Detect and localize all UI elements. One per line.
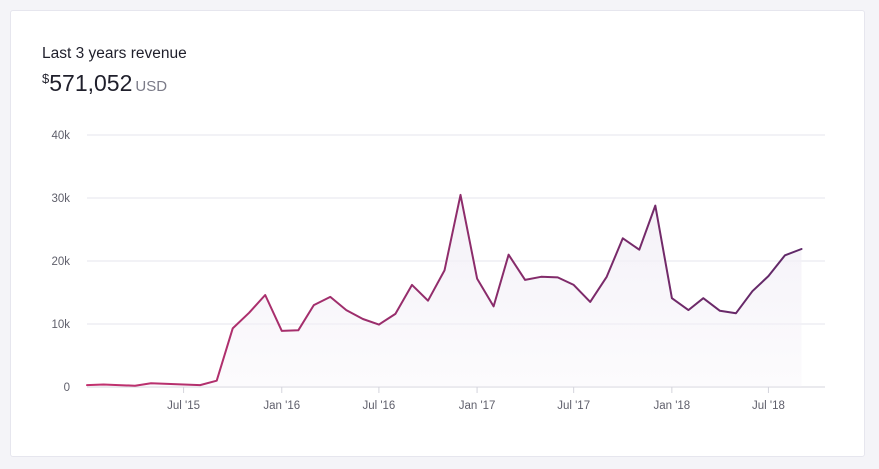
y-axis: 0 10k 20k 30k 40k xyxy=(51,130,70,394)
card-title: Last 3 years revenue xyxy=(42,45,187,62)
x-tick-label: Jul '16 xyxy=(362,400,395,412)
line-layer xyxy=(86,193,803,387)
revenue-total: $571,052 USD xyxy=(42,70,167,97)
x-tick-label: Jul '15 xyxy=(167,400,200,412)
currency-code: USD xyxy=(135,78,168,95)
x-tick-label: Jan '17 xyxy=(459,400,496,412)
x-tick-label: Jan '18 xyxy=(653,400,690,412)
currency-symbol: $ xyxy=(42,71,50,86)
y-tick-label: 40k xyxy=(51,130,70,142)
x-tick-label: Jul '18 xyxy=(752,400,785,412)
area-layer xyxy=(87,194,802,387)
y-tick-label: 30k xyxy=(51,193,70,205)
revenue-area xyxy=(87,194,802,387)
y-tick-label: 0 xyxy=(64,382,70,394)
y-tick-label: 10k xyxy=(51,319,70,331)
x-axis: Jul '15 Jan '16 Jul '16 Jan '17 Jul '17 Jan '… xyxy=(167,387,785,412)
y-tick-label: 20k xyxy=(51,256,70,268)
revenue-line xyxy=(86,193,803,387)
total-value: 571,052 xyxy=(49,70,133,96)
x-tick-label: Jan '16 xyxy=(263,400,300,412)
x-tick-label: Jul '17 xyxy=(557,400,590,412)
